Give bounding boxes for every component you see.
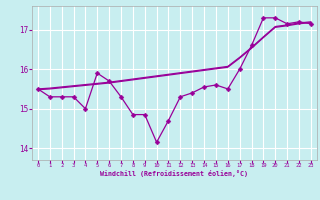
X-axis label: Windchill (Refroidissement éolien,°C): Windchill (Refroidissement éolien,°C) bbox=[100, 170, 248, 177]
